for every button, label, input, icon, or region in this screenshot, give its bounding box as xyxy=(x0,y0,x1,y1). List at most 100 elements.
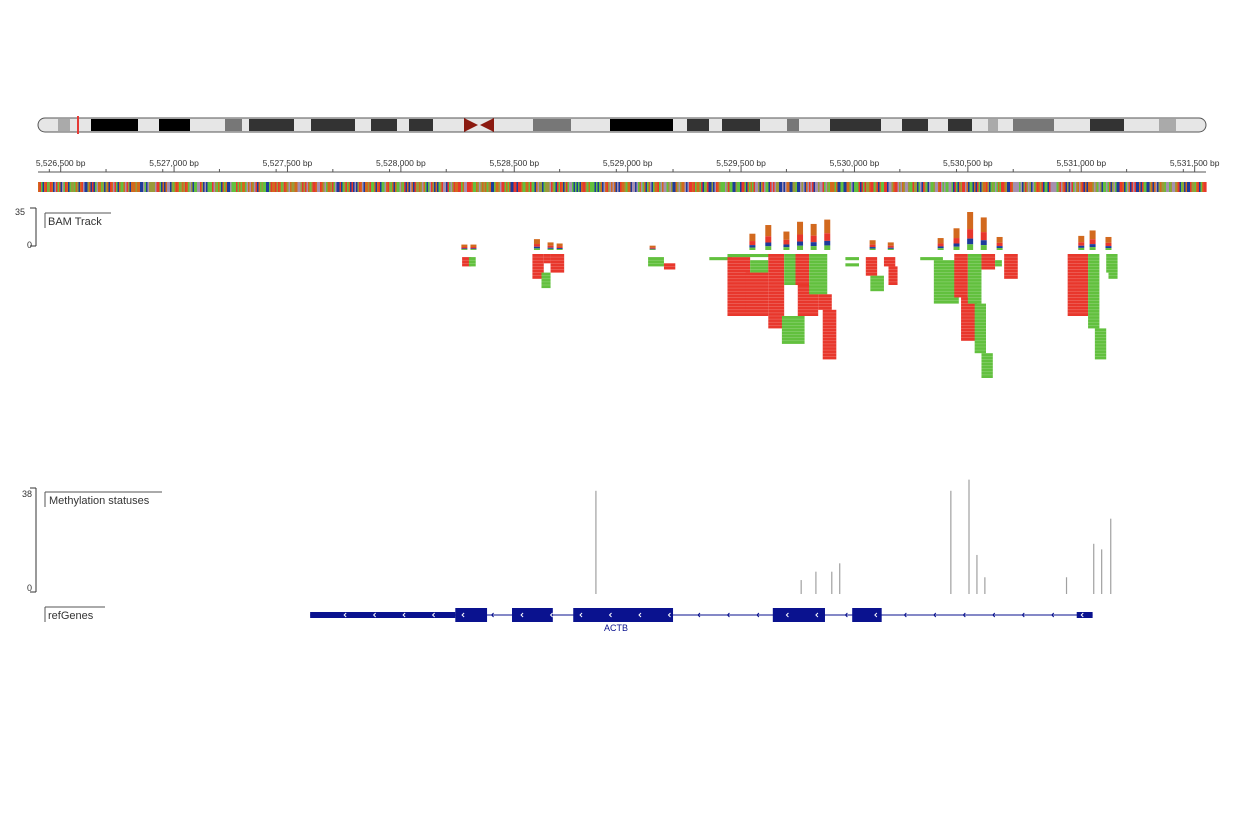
read-block[interactable] xyxy=(981,353,993,378)
sequence-base xyxy=(278,182,280,192)
read-block[interactable] xyxy=(818,294,832,310)
read-block[interactable] xyxy=(550,254,565,273)
read-block[interactable] xyxy=(648,257,664,267)
read-block[interactable] xyxy=(845,263,860,267)
read-block[interactable] xyxy=(974,303,987,354)
sequence-base xyxy=(1131,182,1134,192)
sequence-base xyxy=(645,182,648,192)
sequence-base xyxy=(1026,182,1029,192)
sequence-base xyxy=(776,182,778,192)
read-block[interactable] xyxy=(888,266,898,285)
read-block[interactable] xyxy=(967,254,982,304)
sequence-base xyxy=(494,182,496,192)
sequence-base xyxy=(1178,182,1180,192)
sequence-base xyxy=(770,182,772,192)
coverage-bar xyxy=(810,235,817,243)
read-block[interactable] xyxy=(995,260,1002,267)
read-block[interactable] xyxy=(981,254,996,270)
read-block[interactable] xyxy=(954,254,968,298)
read-block[interactable] xyxy=(727,257,751,316)
read-block[interactable] xyxy=(883,257,896,267)
sequence-base xyxy=(137,182,139,192)
gene-model-actb[interactable] xyxy=(310,608,1093,622)
read-block[interactable] xyxy=(1108,266,1118,279)
read-block[interactable] xyxy=(809,254,828,295)
bam-track-label[interactable]: BAM Track xyxy=(44,212,111,228)
read-block[interactable] xyxy=(745,272,769,316)
sequence-base xyxy=(1148,182,1150,192)
read-block[interactable] xyxy=(795,254,810,285)
chromosome-ideogram[interactable] xyxy=(37,116,1207,134)
read-block[interactable] xyxy=(543,254,551,264)
sequence-base xyxy=(48,182,51,192)
read-block[interactable] xyxy=(845,257,860,261)
coverage-bar xyxy=(649,249,656,250)
sequence-base xyxy=(129,182,132,192)
coverage-bar xyxy=(470,247,477,249)
sequence-base xyxy=(150,182,153,192)
sequence-base xyxy=(341,182,343,192)
sequence-base xyxy=(912,182,915,192)
read-block[interactable] xyxy=(462,257,472,267)
gene-exon xyxy=(512,608,553,622)
sequence-base xyxy=(113,182,115,192)
sequence-base xyxy=(570,182,573,192)
sequence-base xyxy=(221,182,223,192)
sequence-base xyxy=(678,182,681,192)
read-block[interactable] xyxy=(1094,328,1107,360)
sequence-base xyxy=(474,182,477,192)
sequence-base xyxy=(828,182,831,192)
sequence-base xyxy=(189,182,192,192)
read-block[interactable] xyxy=(1088,254,1100,329)
sequence-base xyxy=(399,182,402,192)
read-block[interactable] xyxy=(663,263,676,270)
sequence-base xyxy=(155,182,157,192)
coverage-bar xyxy=(749,241,756,246)
sequence-base xyxy=(1118,182,1120,192)
read-block[interactable] xyxy=(727,254,773,258)
read-block[interactable] xyxy=(1076,254,1089,316)
sequence-base xyxy=(833,182,835,192)
methylation-track-label[interactable]: Methylation statuses xyxy=(44,491,162,507)
sequence-base xyxy=(1106,182,1108,192)
sequence-base xyxy=(1160,182,1162,192)
read-block[interactable] xyxy=(750,260,769,273)
sequence-base xyxy=(999,182,1002,192)
refgenes-track-label[interactable]: refGenes xyxy=(44,606,105,622)
ideogram-band xyxy=(948,119,972,131)
sequence-base xyxy=(534,182,537,192)
read-block[interactable] xyxy=(1106,254,1118,273)
read-block[interactable] xyxy=(709,257,732,261)
read-block[interactable] xyxy=(768,254,785,329)
read-block[interactable] xyxy=(1004,254,1018,279)
sequence-base xyxy=(683,182,685,192)
read-block[interactable] xyxy=(541,272,551,289)
sequence-base xyxy=(146,182,148,192)
sequence-base xyxy=(948,182,951,192)
read-block[interactable] xyxy=(784,254,796,285)
read-block[interactable] xyxy=(870,275,884,292)
read-block[interactable] xyxy=(781,316,805,344)
sequence-base xyxy=(740,182,742,192)
sequence-base xyxy=(914,182,916,192)
read-block[interactable] xyxy=(822,309,837,360)
sequence-base xyxy=(882,182,885,192)
read-block[interactable] xyxy=(920,257,943,261)
read-block[interactable] xyxy=(532,254,544,279)
sequence-base xyxy=(123,182,126,192)
strand-arrow xyxy=(933,612,937,618)
sequence-base xyxy=(1205,182,1207,192)
coverage-bar xyxy=(869,244,876,248)
sequence-base xyxy=(206,182,208,192)
read-block[interactable] xyxy=(865,257,878,276)
sequence-base xyxy=(489,182,492,192)
read-block[interactable] xyxy=(961,297,977,341)
sequence-base xyxy=(849,182,852,192)
sequence-base xyxy=(269,182,271,192)
sequence-base xyxy=(993,182,996,192)
sequence-base xyxy=(762,182,765,192)
read-block[interactable] xyxy=(468,257,476,267)
sequence-base xyxy=(756,182,759,192)
sequence-base xyxy=(1004,182,1006,192)
sequence-base xyxy=(276,182,279,192)
